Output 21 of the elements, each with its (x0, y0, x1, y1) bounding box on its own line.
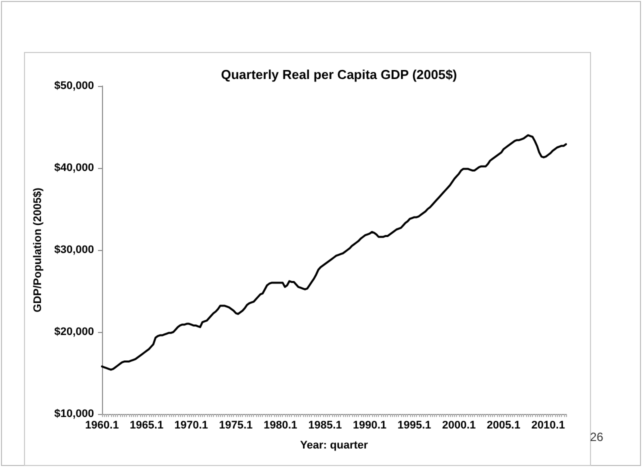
x-tick-label: 2005.1 (486, 420, 520, 432)
x-tick-label: 1980.1 (264, 420, 298, 432)
y-tick-label: $30,000 (54, 244, 94, 256)
x-tick-label: 1960.1 (85, 420, 119, 432)
x-tick-label: 1975.1 (219, 420, 253, 432)
x-tick-label: 1970.1 (174, 420, 208, 432)
chart-title: Quarterly Real per Capita GDP (2005$) (220, 67, 458, 82)
line-series (101, 134, 567, 371)
x-tick-label: 1985.1 (308, 420, 342, 432)
x-tick-label: 2010.1 (531, 420, 565, 432)
y-tick-label: $50,000 (54, 80, 94, 92)
y-tick-label: $40,000 (54, 162, 94, 174)
y-axis-title: GDP/Population (2005$) (32, 187, 44, 312)
x-axis-title: Year: quarter (300, 440, 369, 452)
x-tick-label: 1990.1 (352, 420, 387, 432)
x-tick-label: 2000.1 (442, 420, 476, 432)
x-tick-label: 1995.1 (397, 420, 432, 432)
y-tick-label: $10,000 (54, 408, 94, 420)
x-tick-label: 1965.1 (130, 420, 164, 432)
y-tick-label: $20,000 (54, 326, 94, 338)
text: 26 (590, 430, 604, 444)
